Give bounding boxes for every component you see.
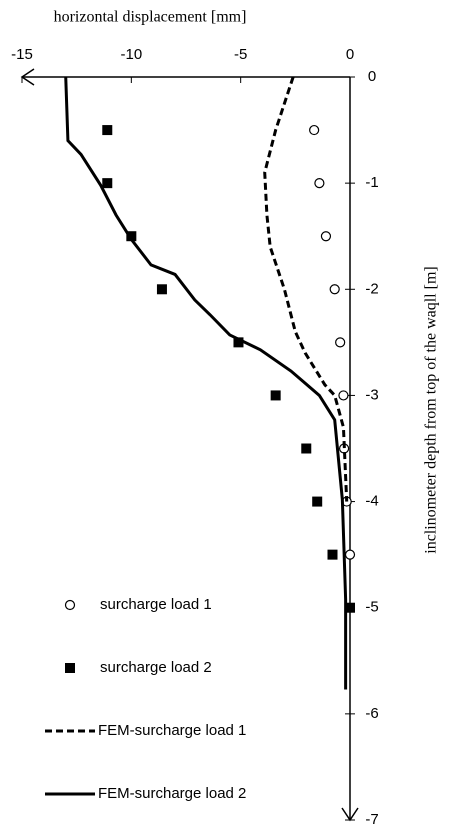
y-axis-title: inclinometer depth from top of the waqll… <box>423 266 440 553</box>
data-point <box>338 390 349 401</box>
y-tick-label: -1 <box>365 174 378 191</box>
data-line <box>64 76 348 690</box>
data-point <box>344 549 356 560</box>
data-point <box>301 443 312 454</box>
legend-label: FEM-surcharge load 2 <box>98 785 246 802</box>
x-tick-label: -5 <box>234 46 247 63</box>
data-point <box>335 337 346 348</box>
data-point <box>270 390 281 401</box>
legend-label: surcharge load 2 <box>100 659 212 676</box>
y-tick-label: -7 <box>365 811 378 828</box>
data-point <box>102 178 113 189</box>
data-point <box>102 125 113 136</box>
y-tick-label: -5 <box>365 599 378 616</box>
data-point <box>156 284 167 295</box>
data-point <box>314 178 325 189</box>
legend-marker <box>64 599 76 611</box>
data-point <box>309 124 320 136</box>
data-point <box>126 231 137 242</box>
y-tick-label: -6 <box>365 705 378 722</box>
x-tick-label: 0 <box>346 46 354 63</box>
data-point <box>233 337 244 348</box>
y-tick-label: 0 <box>368 68 376 85</box>
legend-label: surcharge load 1 <box>100 596 212 613</box>
y-tick-label: -2 <box>365 280 378 297</box>
data-point <box>320 231 332 242</box>
data-line <box>263 76 349 502</box>
legend-label: FEM-surcharge load 1 <box>98 722 246 739</box>
data-point <box>312 496 323 507</box>
legend-marker <box>65 663 75 673</box>
x-axis-title: horizontal displacement [mm] <box>54 9 247 26</box>
data-point <box>345 602 355 613</box>
y-tick-label: -4 <box>365 493 378 510</box>
x-tick-label: -10 <box>120 46 142 63</box>
data-point <box>329 284 340 295</box>
data-point <box>327 549 338 560</box>
x-tick-label: -15 <box>11 46 33 63</box>
y-tick-label: -3 <box>365 386 378 403</box>
